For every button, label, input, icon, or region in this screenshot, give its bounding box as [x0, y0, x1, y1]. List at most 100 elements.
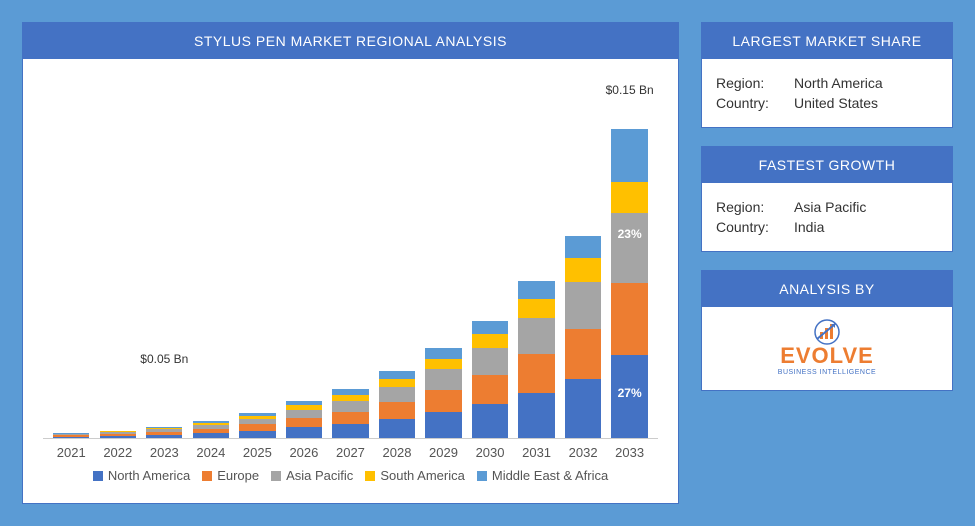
bar-top-label: $0.05 Bn	[140, 352, 188, 366]
x-tick: 2025	[239, 445, 275, 460]
fastest-region-value: Asia Pacific	[794, 199, 866, 215]
bar-segment	[425, 369, 461, 390]
legend-swatch	[477, 471, 487, 481]
chart-title: STYLUS PEN MARKET REGIONAL ANALYSIS	[23, 23, 678, 59]
bar-segment	[518, 354, 554, 393]
legend-swatch	[93, 471, 103, 481]
side-column: LARGEST MARKET SHARE Region: North Ameri…	[701, 22, 953, 504]
infographic-container: STYLUS PEN MARKET REGIONAL ANALYSIS $0.0…	[0, 0, 975, 526]
bar-segment	[379, 379, 415, 387]
bar-column: $0.05 Bn	[146, 374, 182, 438]
logo-text: EVOLVE	[702, 345, 952, 367]
legend-label: Asia Pacific	[286, 468, 353, 483]
bar-segment	[286, 427, 322, 438]
plot-area: $0.05 Bn $0.15 Bn 27% 23%	[43, 79, 658, 439]
legend-swatch	[365, 471, 375, 481]
analysis-by-panel: ANALYSIS BY EVOLVE BUSINESS INTELLIGENCE	[701, 270, 953, 391]
legend-item: South America	[365, 468, 465, 483]
legend-label: North America	[108, 468, 190, 483]
x-tick: 2029	[425, 445, 461, 460]
bar-segment	[332, 412, 368, 424]
bar-segment	[565, 236, 601, 258]
bar-top-label: $0.15 Bn	[606, 83, 654, 97]
x-tick: 2030	[472, 445, 508, 460]
logo-box: EVOLVE BUSINESS INTELLIGENCE	[702, 307, 952, 390]
legend: North America Europe Asia Pacific South Ame…	[43, 460, 658, 493]
bar-column	[565, 169, 601, 438]
bar-segment	[611, 129, 647, 183]
largest-share-panel: LARGEST MARKET SHARE Region: North Ameri…	[701, 22, 953, 128]
largest-region-row: Region: North America	[716, 75, 938, 91]
x-tick: 2021	[53, 445, 89, 460]
x-tick: 2026	[286, 445, 322, 460]
bar-column	[239, 343, 275, 438]
legend-item: Asia Pacific	[271, 468, 353, 483]
chart-panel: STYLUS PEN MARKET REGIONAL ANALYSIS $0.0…	[22, 22, 679, 504]
fastest-country-value: India	[794, 219, 824, 235]
fastest-growth-body: Region: Asia Pacific Country: India	[702, 183, 952, 251]
x-tick: 2032	[565, 445, 601, 460]
bar-segment	[332, 401, 368, 412]
x-tick: 2027	[332, 445, 368, 460]
bar-in-label: 27%	[618, 386, 642, 400]
bar-segment	[379, 402, 415, 419]
bar-segment	[472, 375, 508, 404]
fastest-growth-panel: FASTEST GROWTH Region: Asia Pacific Coun…	[701, 146, 953, 252]
x-axis: 2021202220232024202520262027202820292030…	[43, 439, 658, 460]
bar-segment	[100, 436, 136, 438]
bar-column	[518, 201, 554, 438]
fastest-region-row: Region: Asia Pacific	[716, 199, 938, 215]
bar-column	[379, 283, 415, 438]
bar-segment	[472, 321, 508, 334]
legend-swatch	[202, 471, 212, 481]
bar-segment	[565, 258, 601, 282]
legend-item: Europe	[202, 468, 259, 483]
bar-segment	[425, 348, 461, 358]
bar-column	[100, 387, 136, 438]
bar-segment	[379, 387, 415, 402]
x-tick: 2033	[611, 445, 647, 460]
largest-region-value: North America	[794, 75, 883, 91]
fastest-country-key: Country:	[716, 219, 794, 235]
bar-column	[286, 323, 322, 438]
bar-column	[425, 259, 461, 439]
bar-segment	[565, 329, 601, 379]
logo-subtitle: BUSINESS INTELLIGENCE	[702, 369, 952, 376]
bar-segment	[518, 281, 554, 299]
legend-label: South America	[380, 468, 465, 483]
x-tick: 2023	[146, 445, 182, 460]
bar-segment	[286, 418, 322, 427]
largest-region-key: Region:	[716, 75, 794, 91]
bar-segment	[565, 379, 601, 438]
bar-segment	[53, 437, 89, 438]
fastest-region-key: Region:	[716, 199, 794, 215]
bar-segment	[193, 433, 229, 438]
bar-segment	[518, 318, 554, 354]
bar-segment	[286, 410, 322, 418]
bar-segment	[518, 393, 554, 438]
bar-segment	[518, 299, 554, 318]
bar-in-label: 23%	[618, 227, 642, 241]
legend-label: Middle East & Africa	[492, 468, 608, 483]
legend-swatch	[271, 471, 281, 481]
bar-segment	[332, 424, 368, 438]
largest-country-row: Country: United States	[716, 95, 938, 111]
bar-segment	[611, 182, 647, 213]
bar-segment	[472, 348, 508, 375]
x-tick: 2031	[518, 445, 554, 460]
bars-group: $0.05 Bn $0.15 Bn 27% 23%	[43, 79, 658, 438]
bar-segment	[425, 359, 461, 370]
x-tick: 2028	[379, 445, 415, 460]
bar-segment	[472, 404, 508, 438]
chart-arrow-icon	[812, 319, 842, 345]
bar-segment	[379, 419, 415, 438]
largest-country-key: Country:	[716, 95, 794, 111]
legend-label: Europe	[217, 468, 259, 483]
x-tick: 2024	[193, 445, 229, 460]
bar-segment	[379, 371, 415, 379]
largest-share-title: LARGEST MARKET SHARE	[702, 23, 952, 59]
bar-column	[472, 233, 508, 438]
bar-segment	[146, 435, 182, 438]
legend-item: North America	[93, 468, 190, 483]
largest-share-body: Region: North America Country: United St…	[702, 59, 952, 127]
